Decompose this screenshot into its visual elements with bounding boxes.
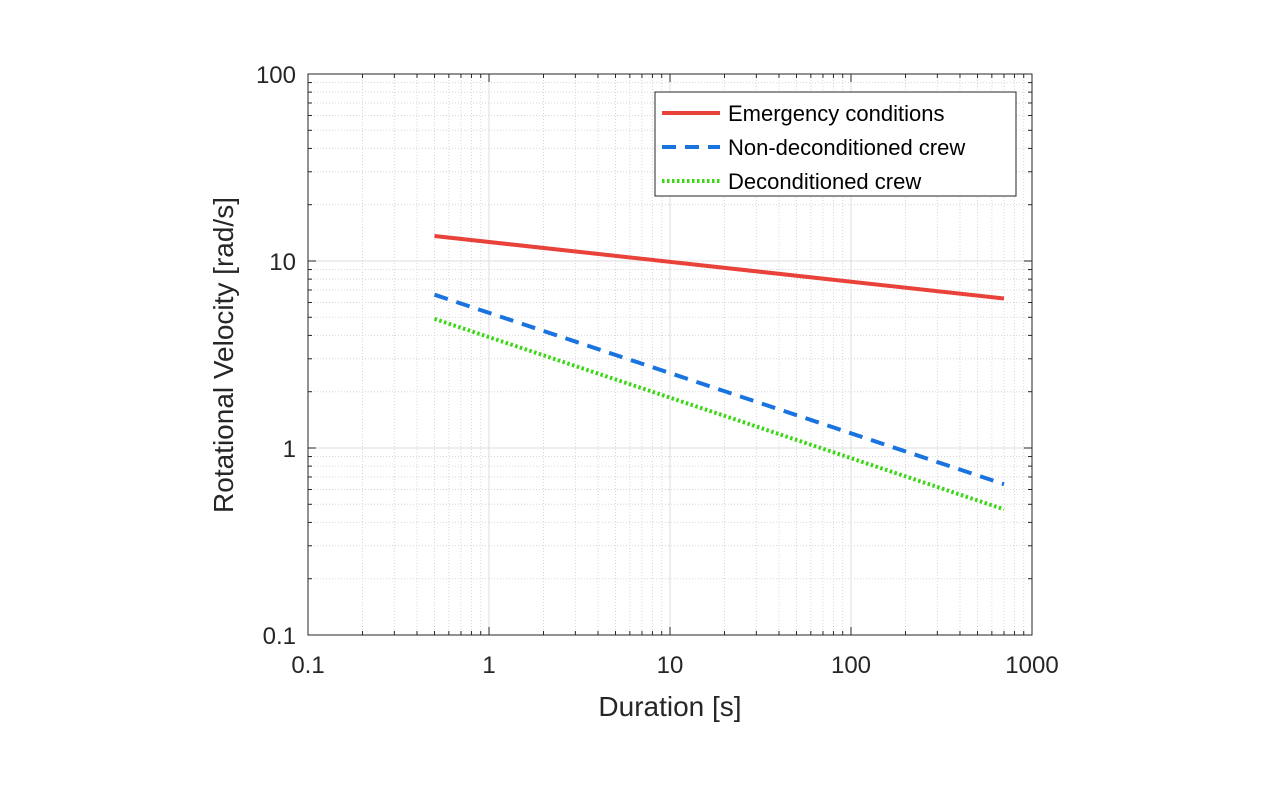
legend-box <box>654 91 1017 197</box>
x-tick-label: 10 <box>657 652 684 679</box>
legend-label-3: Deconditioned crew <box>728 169 921 194</box>
legend-label-1: Emergency conditions <box>728 101 944 126</box>
x-tick-label: 100 <box>831 652 871 679</box>
y-tick-labels: 0.1 1 10 100 <box>256 62 296 650</box>
series-line-1 <box>434 234 1005 301</box>
y-axis-title: Rotational Velocity [rad/s] <box>208 197 239 513</box>
legend-label-2: Non-deconditioned crew <box>728 135 965 160</box>
ticks-layer <box>307 73 1033 636</box>
x-tick-label: 1000 <box>1005 652 1058 679</box>
x-tick-labels: 0.1 1 10 100 1000 <box>291 652 1058 679</box>
y-tick-label: 1 <box>283 436 296 463</box>
legend: Emergency conditions Non-deconditioned cr… <box>654 91 1017 197</box>
y-tick-label: 0.1 <box>263 623 296 650</box>
y-tick-label: 10 <box>269 249 296 276</box>
x-axis-title: Duration [s] <box>598 691 741 722</box>
x-tick-label: 1 <box>482 652 495 679</box>
series-line-2 <box>433 292 1005 487</box>
series-layer <box>433 234 1005 512</box>
y-tick-label: 100 <box>256 62 296 89</box>
x-tick-label: 0.1 <box>291 652 324 679</box>
series-line-3 <box>433 317 1005 512</box>
